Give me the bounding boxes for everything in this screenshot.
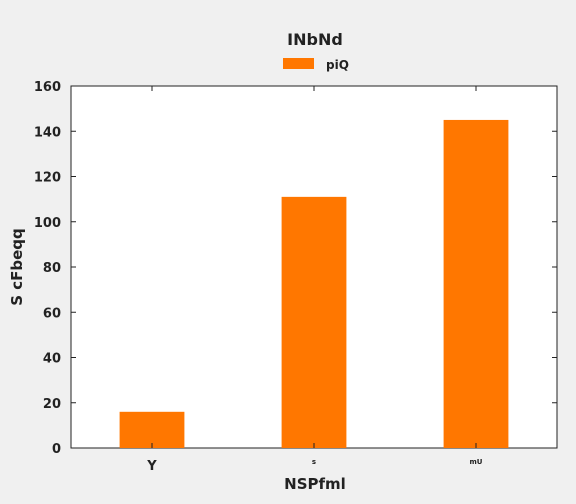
y-tick-label-7: 140 bbox=[34, 125, 61, 140]
y-tick-label-3: 60 bbox=[43, 306, 61, 321]
legend-label: piQ bbox=[326, 58, 349, 72]
y-tick-label-0: 0 bbox=[52, 442, 61, 457]
y-axis: 0 20 40 60 80 100 120 140 160 bbox=[34, 80, 557, 457]
x-axis-label: NSPfml bbox=[284, 475, 346, 493]
y-tick-label-2: 40 bbox=[43, 352, 61, 367]
legend-swatch bbox=[283, 58, 314, 69]
y-tick-label-4: 80 bbox=[43, 261, 61, 276]
y-axis-label: S cFbeqq bbox=[8, 228, 26, 306]
x-tick-label-1: s bbox=[312, 458, 316, 466]
y-tick-label-8: 160 bbox=[34, 80, 61, 95]
y-tick-label-1: 20 bbox=[43, 397, 61, 412]
legend: piQ bbox=[283, 58, 349, 72]
bar-2 bbox=[443, 119, 509, 448]
y-tick-label-6: 120 bbox=[34, 171, 61, 186]
bar-0 bbox=[119, 411, 185, 448]
chart-title: INbNd bbox=[287, 30, 343, 49]
bar-1 bbox=[281, 196, 347, 448]
x-tick-label-0: Y bbox=[146, 459, 157, 474]
x-tick-label-2: mU bbox=[470, 458, 483, 466]
y-tick-label-5: 100 bbox=[34, 216, 61, 231]
bars bbox=[119, 119, 509, 448]
